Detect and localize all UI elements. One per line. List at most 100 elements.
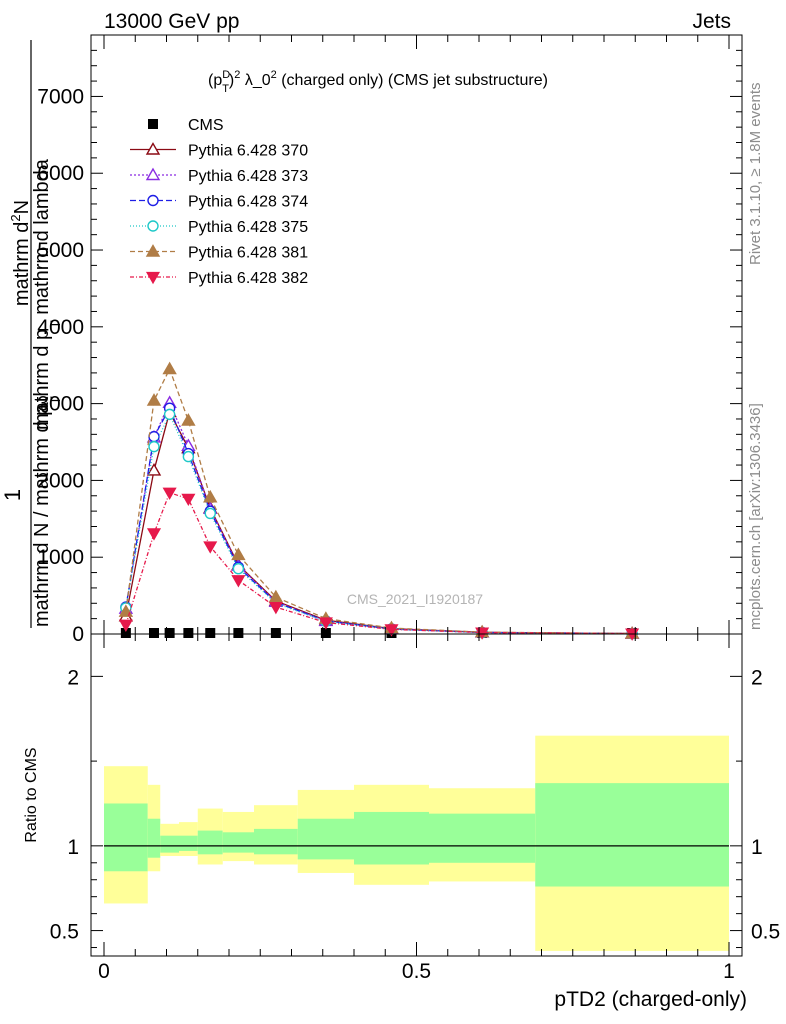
ratio-inner-band [197, 830, 223, 855]
data-point-p382 [162, 487, 177, 500]
data-point-p381 [146, 393, 162, 406]
data-point-p382 [268, 602, 283, 615]
x-tick-label: 1 [723, 960, 735, 983]
data-point-cms [183, 628, 194, 638]
ratio-y-tick-label: 2 [67, 666, 79, 689]
legend-entry: Pythia 6.428 381 [130, 244, 308, 262]
y-label-num-n: N [11, 200, 33, 214]
process-label: Jets [692, 10, 731, 33]
legend-marker [145, 167, 161, 181]
legend-marker [147, 194, 159, 207]
y-label-num-text: mathrm d [11, 222, 33, 306]
main-plot-panel: 0 1000 2000 3000 4000 5000 6000 7000 [37, 34, 743, 646]
legend-label: Pythia 6.428 375 [188, 219, 308, 236]
data-point-cms [205, 628, 216, 638]
legend-entry: Pythia 6.428 373 [130, 167, 308, 185]
ratio-inner-band [160, 835, 179, 853]
plot-title: (pD T)2 λ_02 (charged only) (CMS jet subs… [208, 69, 548, 95]
ratio-inner-band [535, 783, 729, 887]
data-point-p382 [181, 493, 196, 507]
legend-entry: Pythia 6.428 370 [130, 142, 308, 160]
legend-marker [148, 119, 158, 129]
ratio-inner-band [222, 832, 254, 853]
ratio-y-tick-label: 0.5 [50, 921, 79, 944]
mcplots-label: mcplots.cern.ch [arXiv:1306.3436] [747, 403, 764, 630]
y-tick-label: 0 [72, 623, 84, 646]
ratio-inner-band [254, 828, 298, 855]
title-sup: D [222, 69, 230, 81]
data-point-p382 [118, 619, 133, 632]
data-point-p381 [162, 361, 177, 375]
legend-label: Pythia 6.428 374 [188, 194, 308, 211]
y-tick-label: 2000 [37, 469, 84, 492]
y-label-den-text: mathrm d N / mathrm d p [31, 405, 53, 627]
ratio-inner-band [179, 835, 198, 851]
legend-marker [147, 220, 159, 232]
data-point-cms [270, 628, 281, 638]
legend-label: Pythia 6.428 373 [188, 168, 308, 185]
x-axis-label: pTD2 (charged-only) [554, 988, 747, 1011]
y-label-num-sup: 2 [8, 214, 23, 221]
data-point-p381 [268, 589, 284, 603]
legend-marker [145, 244, 161, 257]
data-point-p381 [203, 489, 218, 503]
y-label-den2: mathrm d pT mathrm d lambda [31, 158, 63, 430]
title-sup: 2 [271, 69, 277, 81]
ratio-inner-band [147, 818, 161, 858]
ratio-inner-band [104, 803, 148, 872]
y-label-den2-sub: T [47, 320, 63, 329]
legend-entry: Pythia 6.428 382 [130, 270, 308, 287]
legend-entry: CMS [148, 117, 224, 134]
data-point-cms [120, 628, 131, 638]
data-point-p382 [231, 575, 246, 588]
ratio-y-tick-label: 1 [67, 836, 79, 859]
title-sup: 2 [234, 69, 240, 81]
data-point-cms [233, 628, 244, 638]
ratio-y-tick-label-right: 0.5 [751, 921, 780, 944]
ratio-y-tick-label-right: 2 [751, 666, 763, 689]
y-label-den2-text: mathrm d p [31, 329, 53, 430]
y-label-den: mathrm d N / mathrm d pT [31, 396, 63, 627]
energy-label: 13000 GeV pp [104, 10, 239, 33]
title-part: (p [208, 72, 222, 89]
legend-entry: Pythia 6.428 375 [130, 219, 308, 236]
title-part: (charged only) (CMS jet substructure) [277, 72, 548, 89]
legend-label: Pythia 6.428 370 [188, 143, 308, 160]
data-point-p375 [182, 450, 195, 463]
series-p382 [118, 487, 640, 641]
y-label-den2-rest: mathrm d lambda [31, 158, 53, 320]
legend-label: CMS [188, 117, 224, 134]
data-point-p382 [203, 541, 218, 554]
series-line-p382 [125, 491, 633, 635]
legend-entry: Pythia 6.428 374 [130, 194, 308, 211]
x-tick-label: 0 [98, 960, 110, 983]
y-tick-label: 5000 [37, 239, 84, 262]
ratio-y-tick-label-right: 1 [751, 836, 763, 859]
y-axis-label: 1 mathrm d N / mathrm d pT mathrm d2N ma… [0, 40, 63, 628]
ratio-y-label: Ratio to CMS [23, 747, 40, 842]
data-point-p381 [231, 547, 246, 561]
data-point-p370 [146, 463, 162, 476]
data-point-cms [320, 628, 331, 638]
title-part: ) [229, 72, 234, 89]
data-point-cms [164, 628, 175, 638]
legend-label: Pythia 6.428 382 [188, 270, 308, 287]
y-tick-label: 6000 [37, 162, 84, 185]
data-point-p381 [181, 413, 196, 426]
y-label-den-sub: T [47, 396, 63, 405]
y-tick-label: 1000 [37, 546, 84, 569]
ratio-plot-panel: 0.5 0.5 1 1 2 2 0 0.5 1 [50, 633, 780, 983]
title-part: λ_0 [240, 72, 270, 89]
data-point-p382 [146, 528, 162, 541]
legend-label: Pythia 6.428 381 [188, 245, 308, 262]
x-tick-label: 0.5 [402, 960, 431, 983]
y-tick-label: 4000 [37, 316, 84, 339]
data-point-p375 [232, 563, 245, 575]
data-point-cms [149, 628, 159, 638]
legend-marker [145, 142, 161, 155]
rivet-label: Rivet 3.1.10, ≥ 1.8M events [747, 83, 764, 266]
data-point-p382 [318, 617, 333, 630]
legend-marker [145, 271, 161, 285]
series-line-p381 [125, 367, 633, 635]
